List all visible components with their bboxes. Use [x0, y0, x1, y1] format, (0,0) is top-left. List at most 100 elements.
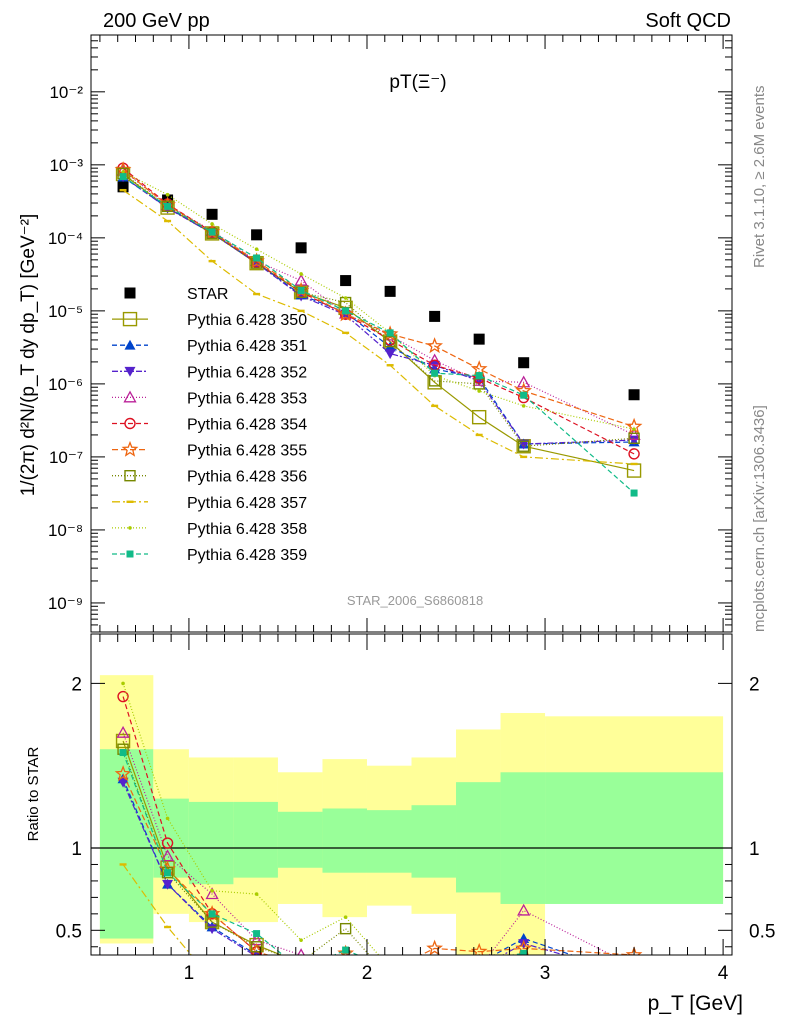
ratio-point-8-6: [388, 966, 392, 970]
band-1sigma-5: [322, 808, 367, 873]
main-point-5-10: [628, 448, 640, 460]
ratio-series-line-8: [122, 683, 380, 955]
ratio-point-7-7: [431, 1002, 438, 1004]
main-point-8-7: [431, 404, 439, 408]
band-1sigma-9: [500, 772, 546, 904]
main-point-8-3: [253, 292, 261, 296]
ratio-point-7-1: [164, 925, 172, 929]
main-point-0-9: [518, 357, 530, 369]
ratio-point-1-8: [474, 958, 485, 968]
ratio-y-tick-label-right-1: 1: [749, 839, 760, 860]
main-point-6-7: [426, 337, 443, 354]
ratio-point-3-2: [205, 887, 219, 900]
main-point-0-6: [384, 285, 396, 297]
main-point-10-7: [431, 369, 439, 377]
main-point-9-10: [632, 427, 636, 431]
ratio-point-2-10: [629, 970, 640, 980]
ratio-point-1-6: [385, 977, 396, 987]
ratio-series-8: [121, 681, 635, 988]
legend-marker-4: [123, 390, 137, 403]
ratio-point-0-9: [517, 995, 530, 1008]
ratio-point-3-6: [385, 966, 396, 976]
legend-marker-1: [122, 311, 138, 327]
main-point-10-4: [297, 287, 305, 295]
ratio-point-9-9: [520, 949, 528, 955]
ratio-point-4-10: [629, 983, 639, 993]
ratio-point-9-6: [387, 965, 394, 972]
ratio-point-7-10: [631, 993, 638, 995]
ratio-point-9-0: [119, 749, 127, 757]
main-point-9-0: [121, 170, 125, 174]
ratio-point-9-4: [298, 966, 305, 973]
ratio-point-8-5: [343, 915, 348, 919]
ratio-point-5-5: [337, 944, 354, 955]
main-point-10-8: [475, 372, 483, 380]
main-y-tick-label-2: 10⁻⁷: [49, 448, 83, 467]
main-point-0-3: [251, 229, 263, 241]
main-point-9-4: [299, 272, 303, 276]
ratio-point-8-3: [254, 892, 259, 896]
main-point-7-1: [161, 200, 174, 213]
ratio-point-7-2: [209, 978, 216, 980]
ratio-point-8-0: [121, 681, 125, 686]
x-tick-label-2: 3: [540, 963, 551, 984]
legend-item-4: Pythia 6.428 353: [112, 390, 307, 407]
ratio-point-5-4: [294, 958, 307, 971]
legend-marker-7: [124, 470, 136, 482]
ratio-point-9-3: [253, 930, 261, 938]
main-y-tick-label-5: 10⁻⁴: [48, 229, 83, 248]
legend-label-2: Pythia 6.428 351: [187, 338, 307, 355]
ratio-point-3-0: [116, 725, 130, 738]
main-y-tick-label-0: 10⁻⁹: [48, 594, 83, 613]
main-point-10-0: [119, 173, 127, 181]
legend-label-8: Pythia 6.428 357: [187, 495, 307, 512]
ratio-point-7-0: [119, 863, 127, 866]
ratio-point-2-7: [429, 975, 440, 985]
header-right: Soft QCD: [645, 10, 731, 32]
main-point-8-2: [208, 259, 216, 263]
ratio-frame-border: [90, 633, 733, 956]
legend-marker-0: [124, 287, 136, 299]
main-point-10-10: [630, 489, 638, 497]
ratio-point-1-7: [429, 976, 440, 986]
ratio-point-5-0: [114, 765, 132, 782]
x-tick-label-1: 2: [362, 963, 373, 984]
legend-label-9: Pythia 6.428 358: [187, 521, 307, 538]
ratio-point-4-8: [474, 958, 484, 968]
ratio-point-2-6: [385, 985, 396, 995]
main-series-line-7: [122, 173, 635, 447]
x-tick-label-3: 4: [718, 963, 729, 984]
main-point-9-2: [210, 222, 214, 226]
legend-marker-3: [124, 366, 136, 377]
ratio-point-0-7: [428, 986, 441, 999]
main-point-7-2: [206, 227, 218, 240]
legend-label-3: Pythia 6.428 352: [187, 364, 307, 381]
main-point-3-6: [384, 349, 396, 360]
main-point-9-1: [165, 192, 170, 197]
ratio-point-6-8: [474, 966, 484, 976]
ratio-point-6-4: [296, 957, 306, 967]
legend-item-9: Pythia 6.428 358: [112, 521, 307, 538]
ratio-point-6-1: [161, 866, 174, 879]
ratio-point-8-7: [433, 984, 437, 988]
ratio-series-line-2: [122, 781, 567, 955]
ratio-point-9-10: [631, 1001, 638, 1008]
ratio-point-1-4: [296, 968, 307, 978]
ratio-point-3-10: [629, 961, 640, 971]
band-1sigma-2: [188, 801, 234, 885]
ratio-point-0-8: [473, 990, 486, 1003]
ratio-point-1-5: [340, 968, 351, 978]
legend-label-5: Pythia 6.428 354: [187, 417, 307, 434]
ratio-point-2-1: [162, 879, 174, 890]
main-point-8-4: [297, 309, 305, 313]
legend-label-4: Pythia 6.428 353: [187, 390, 307, 407]
ratio-point-5-10: [625, 946, 643, 955]
main-y-tick-label-1: 10⁻⁸: [48, 521, 83, 540]
main-point-9-5: [343, 296, 348, 300]
ratio-point-9-5: [342, 946, 350, 954]
main-series-5: [117, 162, 640, 460]
main-point-7-9: [517, 440, 530, 452]
band-1sigma-10: [545, 772, 724, 904]
ratio-series-9: [119, 749, 638, 1008]
